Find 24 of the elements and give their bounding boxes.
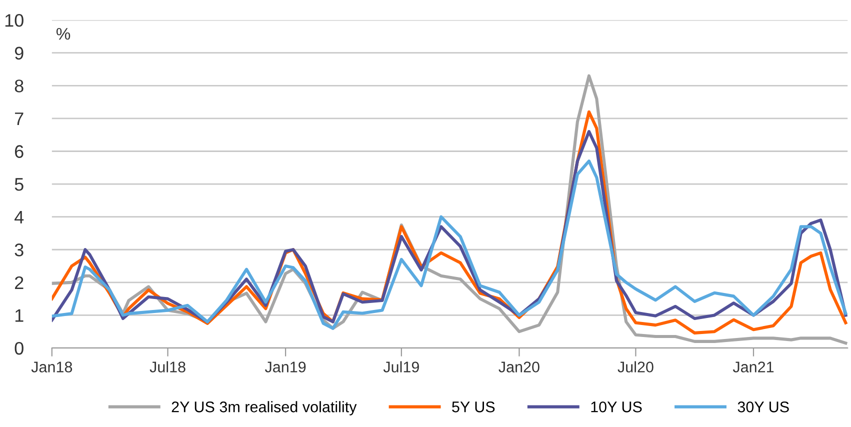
x-tick-label: Jan18 xyxy=(31,362,72,372)
line-series xyxy=(52,160,848,330)
y-tick-label: 8 xyxy=(14,80,24,92)
y-tick-label: 2 xyxy=(15,276,24,289)
y-tick-label: 4 xyxy=(14,210,24,224)
x-tick-label: Jul18 xyxy=(150,361,186,372)
legend-label: 30Y US xyxy=(738,402,789,412)
y-tick-label: 3 xyxy=(14,244,24,256)
x-tick-label: Jul20 xyxy=(618,361,654,372)
legend-label: 2Y US 3m realised volatility xyxy=(172,401,357,416)
x-tick-label: Jan19 xyxy=(264,362,306,372)
y-axis-title: % xyxy=(56,28,70,40)
y-tick-label: 7 xyxy=(15,112,24,125)
x-tick-label: Jan20 xyxy=(498,362,540,372)
x-tick-label: Jan21 xyxy=(732,362,774,372)
y-tick-label: 1 xyxy=(15,309,24,322)
legend-label: 10Y US xyxy=(591,402,642,412)
y-tick-label: 5 xyxy=(14,178,24,191)
y-tick-label: 0 xyxy=(14,342,24,355)
x-tick-label: Jul19 xyxy=(383,361,419,372)
y-tick-label: 6 xyxy=(15,145,24,158)
y-tick-label: 9 xyxy=(14,46,24,60)
y-tick-label: 10 xyxy=(5,14,24,27)
legend-label: 5Y US xyxy=(452,402,495,412)
